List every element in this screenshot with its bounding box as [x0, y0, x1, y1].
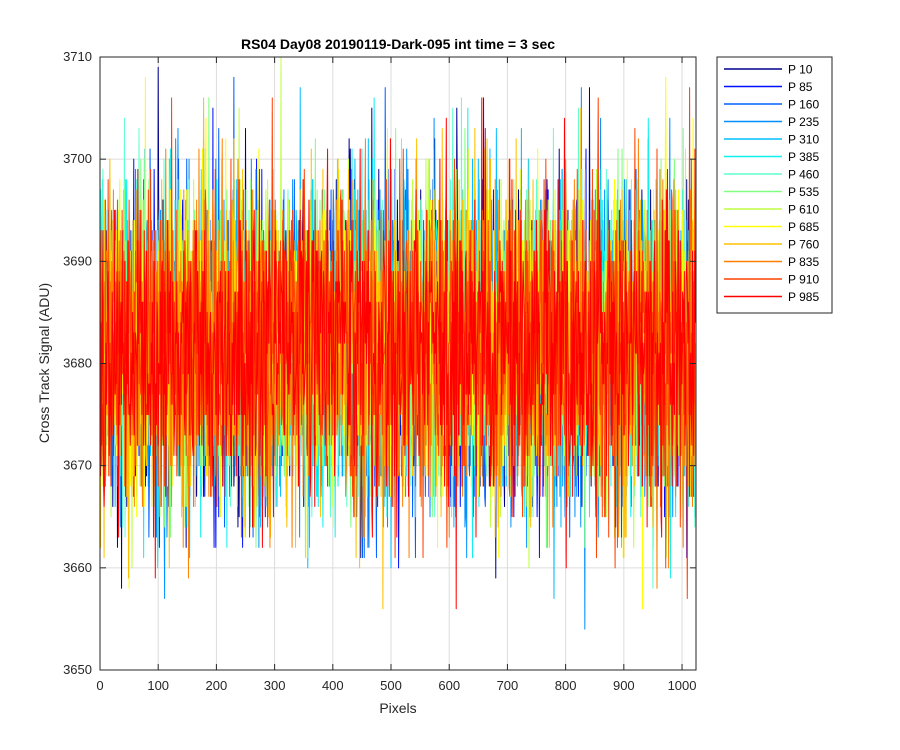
y-tick-label: 3650: [63, 662, 92, 677]
legend-entry: P 235: [788, 115, 819, 129]
y-tick-label: 3670: [63, 458, 92, 473]
legend-entry: P 835: [788, 255, 819, 269]
legend-entry: P 460: [788, 168, 819, 182]
ticks: 0 100 200 300 400 500 600 700 800 900 1000 3650 3660…: [63, 49, 696, 693]
legend: P 10 P 85 P 160 P 235 P 310 P 385 P 460 P 535 P …: [716, 56, 833, 314]
y-tick-label: 3660: [63, 560, 92, 575]
legend-entry: P 10: [788, 63, 813, 77]
x-tick-label: 400: [322, 678, 344, 693]
x-tick-label: 300: [264, 678, 286, 693]
y-tick-label: 3710: [63, 49, 92, 64]
legend-entry: P 160: [788, 98, 819, 112]
legend-entry: P 385: [788, 150, 819, 164]
x-tick-label: 500: [380, 678, 402, 693]
x-tick-label: 100: [147, 678, 169, 693]
y-axis-label: Cross Track Signal (ADU): [36, 283, 52, 443]
x-tick-label: 0: [96, 678, 103, 693]
legend-box: [716, 56, 833, 314]
legend-entry: P 910: [788, 273, 819, 287]
legend-entry: P 310: [788, 133, 819, 147]
chart-title: RS04 Day08 20190119-Dark-095 int time = …: [241, 36, 555, 52]
series-line: [100, 97, 696, 610]
y-tick-label: 3700: [63, 151, 92, 166]
x-axis-label: Pixels: [379, 700, 416, 716]
legend-entry: P 85: [788, 80, 813, 94]
legend-entry: P 610: [788, 203, 819, 217]
y-tick-label: 3690: [63, 253, 92, 268]
series-layer: [100, 57, 696, 630]
legend-entry: P 685: [788, 220, 819, 234]
y-tick-label: 3680: [63, 356, 92, 371]
x-tick-label: 800: [555, 678, 577, 693]
legend-entry: P 535: [788, 185, 819, 199]
legend-entry: P 985: [788, 290, 819, 304]
x-tick-label: 900: [613, 678, 635, 693]
x-tick-label: 200: [206, 678, 228, 693]
x-tick-label: 600: [438, 678, 460, 693]
x-tick-label: 1000: [668, 678, 697, 693]
x-tick-label: 700: [497, 678, 519, 693]
legend-entry: P 760: [788, 238, 819, 252]
